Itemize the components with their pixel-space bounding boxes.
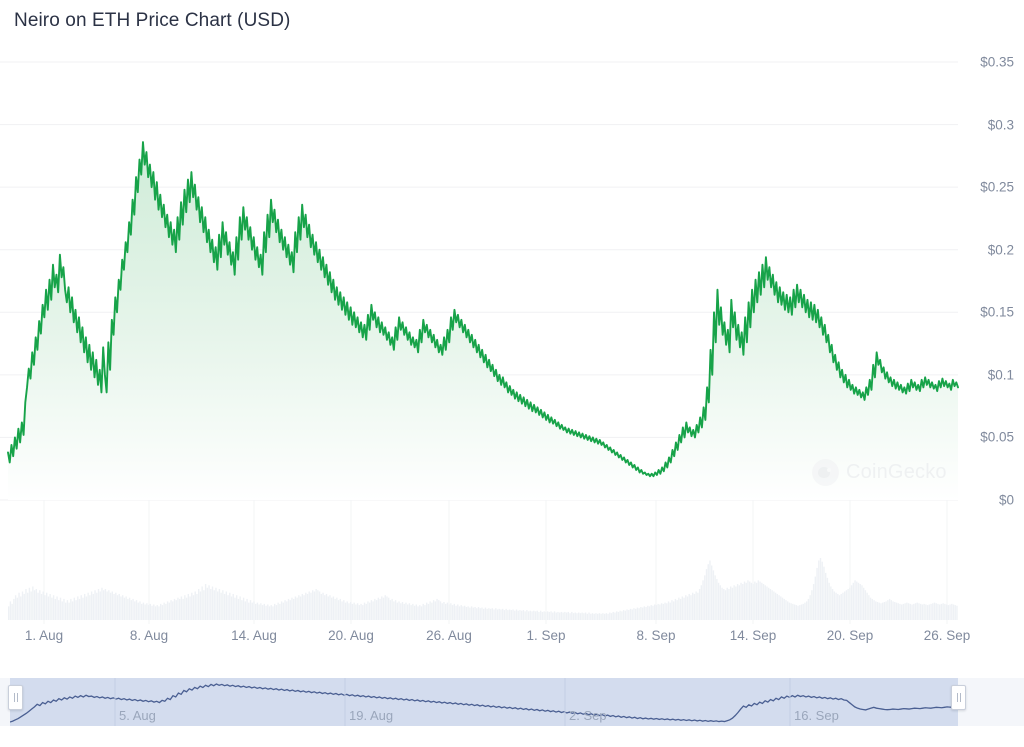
range-navigator[interactable]: 5. Aug 19. Aug 2. Sep 16. Sep bbox=[0, 671, 1024, 733]
x-axis-tick: 1. Aug bbox=[24, 628, 64, 643]
y-axis-tick: $0.2 bbox=[987, 242, 1014, 258]
navigator-graphics bbox=[0, 678, 1024, 726]
y-axis-tick: $0.1 bbox=[987, 367, 1014, 383]
y-axis-tick: $0 bbox=[998, 492, 1014, 508]
navigator-tick-label: 2. Sep bbox=[569, 708, 607, 723]
x-axis-tick: 26. Aug bbox=[426, 628, 472, 643]
page-title: Neiro on ETH Price Chart (USD) bbox=[14, 10, 291, 31]
x-axis-tick: 26. Sep bbox=[923, 628, 971, 643]
volume-bars bbox=[8, 558, 958, 620]
x-axis-tick: 14. Sep bbox=[729, 628, 777, 643]
x-axis-tick: 8. Aug bbox=[129, 628, 169, 643]
x-axis-tick: 8. Sep bbox=[636, 628, 676, 643]
x-axis-tick: 20. Sep bbox=[826, 628, 874, 643]
navigator-tick-label: 16. Sep bbox=[794, 708, 839, 723]
y-axis-tick: $0.35 bbox=[980, 54, 1014, 70]
navigator-tick-label: 5. Aug bbox=[119, 708, 156, 723]
price-area bbox=[8, 142, 958, 500]
x-axis: 1. Aug 8. Aug 14. Aug 20. Aug 26. Aug 1. Sep 8… bbox=[0, 628, 970, 650]
y-axis-tick: $0.15 bbox=[980, 304, 1014, 320]
y-axis: $0 $0.05 $0.1 $0.15 $0.2 $0.25 $0.3 $0.35 bbox=[950, 0, 1024, 520]
navigator-labels: 5. Aug 19. Aug 2. Sep 16. Sep bbox=[0, 671, 1024, 733]
y-axis-tick: $0.05 bbox=[980, 429, 1014, 445]
navigator-tick-label: 19. Aug bbox=[349, 708, 394, 723]
navigator-left-handle[interactable] bbox=[8, 685, 23, 710]
price-line bbox=[7, 141, 959, 478]
x-axis-tick: 1. Sep bbox=[526, 628, 566, 643]
x-axis-tick: 14. Aug bbox=[231, 628, 277, 643]
navigator-right-handle[interactable] bbox=[951, 685, 966, 710]
x-axis-tick: 20. Aug bbox=[328, 628, 374, 643]
y-axis-tick: $0.3 bbox=[987, 117, 1014, 133]
y-axis-tick: $0.25 bbox=[980, 179, 1014, 195]
